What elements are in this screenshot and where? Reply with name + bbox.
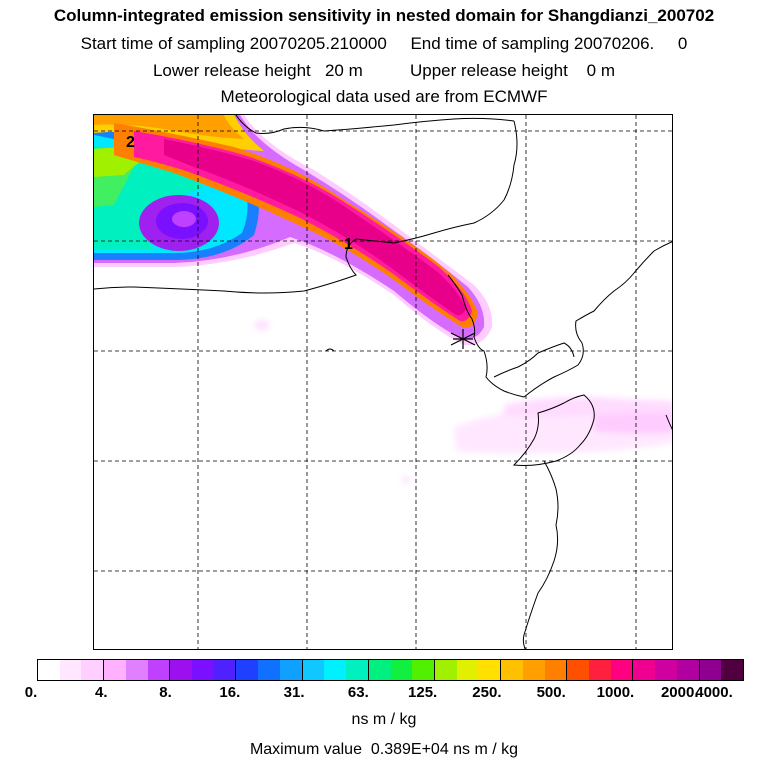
colorbar-segment (192, 660, 214, 680)
colorbar-segment (81, 660, 105, 680)
colorbar-segment (390, 660, 413, 680)
colorbar (37, 659, 744, 681)
colorbar-segment (236, 660, 259, 680)
colorbar-tick-label: 250. (472, 684, 502, 701)
colorbar-tick-label: 63. (347, 684, 369, 701)
sensitivity-plume (94, 115, 493, 346)
colorbar-segment (456, 660, 479, 680)
colorbar-segment (501, 660, 523, 680)
colorbar-segment (125, 660, 148, 680)
colorbar-segment (588, 660, 611, 680)
colorbar-segment (721, 660, 743, 680)
colorbar-segment (346, 660, 369, 680)
colorbar-tick-label: 2000. (660, 684, 699, 701)
colorbar-segment (324, 660, 347, 680)
colorbar-tick-label: 4000. (695, 684, 733, 701)
lat-lon-grid (94, 115, 672, 649)
colorbar-tick-label: 4. (95, 684, 108, 701)
colorbar-tick-label: 8. (159, 684, 172, 701)
colorbar-tick-label: 1000. (596, 684, 635, 701)
colorbar-segment (368, 660, 391, 680)
colorbar-segment (104, 660, 126, 680)
colorbar-tick-label: 31. (283, 684, 305, 701)
colorbar-segment (213, 660, 237, 680)
colorbar-segment (59, 660, 82, 680)
colorbar-segment (478, 660, 502, 680)
map-canvas: 1 2 (94, 115, 672, 649)
colorbar-segment (522, 660, 545, 680)
colorbar-segment (302, 660, 325, 680)
colorbar-segment (544, 660, 568, 680)
colorbar-segment (567, 660, 589, 680)
meteo-data-line: Meteorological data used are from ECMWF (220, 87, 548, 106)
colorbar-segment (633, 660, 656, 680)
sensitivity-map: 1 2 (93, 114, 673, 650)
colorbar-segment (38, 660, 60, 680)
colorbar-tick-label: 500. (536, 684, 566, 701)
colorbar-segment (699, 660, 722, 680)
colorbar-segment (655, 660, 677, 680)
colorbar-unit: ns m / kg (351, 711, 417, 728)
colorbar-segment (676, 660, 700, 680)
colorbar-segment (170, 660, 193, 680)
trajectory-label-1: 1 (344, 236, 353, 253)
low-sensitivity-patches (254, 320, 672, 484)
colorbar-segment (610, 660, 634, 680)
trajectory-label-2: 2 (126, 134, 135, 151)
star-icon (450, 329, 476, 349)
colorbar-tick-label: 16. (219, 684, 241, 701)
colorbar-segment (147, 660, 171, 680)
release-height-line: Lower release height 20 m Upper release … (152, 61, 616, 80)
colorbar-segment (279, 660, 303, 680)
maximum-value: Maximum value 0.389E+04 ns m / kg (249, 741, 519, 758)
colorbar-tick-label: 0. (24, 684, 38, 701)
sampling-time-line: Start time of sampling 20070205.210000 E… (80, 34, 688, 53)
colorbar-segment (434, 660, 457, 680)
colorbar-segment (412, 660, 435, 680)
plot-title: Column-integrated emission sensitivity i… (53, 6, 715, 25)
colorbar-tick-label: 125. (408, 684, 438, 701)
colorbar-segment (258, 660, 280, 680)
